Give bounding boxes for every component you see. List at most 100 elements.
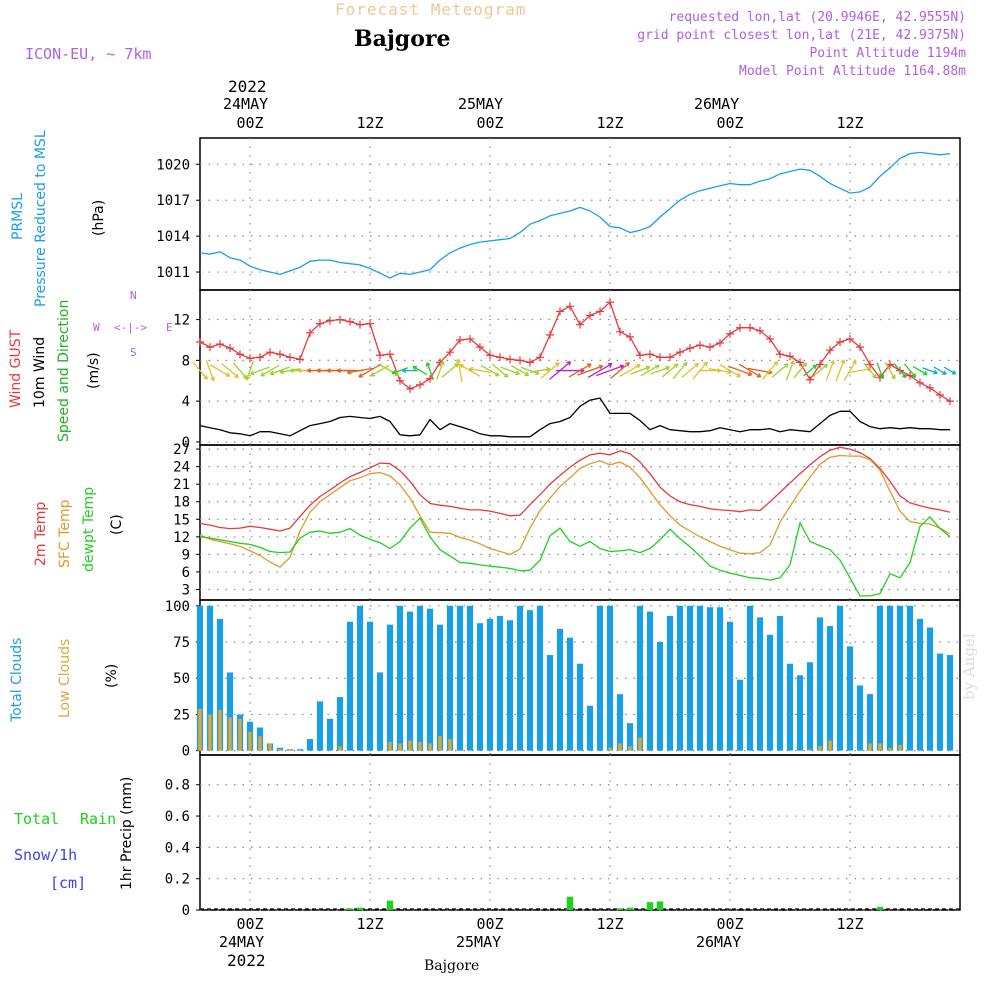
total-clouds-bar bbox=[306, 739, 314, 751]
wind-direction-arrowhead bbox=[665, 365, 671, 371]
low-clouds-bar bbox=[638, 737, 642, 751]
wind-direction-arrowhead bbox=[566, 361, 572, 366]
wind-direction-arrowhead bbox=[840, 359, 846, 364]
bottom-year-label: 2022 bbox=[227, 951, 266, 970]
low-clouds-bar bbox=[218, 710, 222, 751]
wind-direction-arrowhead bbox=[210, 376, 215, 382]
low-clouds-bar bbox=[288, 749, 292, 751]
total-clouds-bar bbox=[866, 694, 874, 751]
low-clouds-bar bbox=[898, 744, 902, 751]
wind-direction-arrowhead bbox=[911, 373, 917, 378]
bottom-time-tick-label: 12Z bbox=[836, 915, 863, 933]
low-clouds-bar bbox=[808, 749, 812, 751]
temperature-ytick-label: 6 bbox=[182, 565, 190, 581]
total-clouds-bar bbox=[916, 618, 924, 751]
gust-marker bbox=[636, 351, 644, 360]
gust-marker bbox=[696, 341, 704, 350]
wind-direction-arrow bbox=[436, 361, 444, 380]
pressure-ytick-label: 1020 bbox=[156, 157, 190, 173]
gust-marker bbox=[856, 343, 864, 352]
precip-ytick-label: 0.6 bbox=[165, 809, 190, 825]
grid-point-coordinates: grid point closest lon,lat (21E, 42.9375… bbox=[637, 28, 966, 43]
wind-direction-arrow bbox=[457, 359, 463, 382]
rain-bar bbox=[616, 908, 624, 910]
wind-direction-arrow bbox=[279, 368, 301, 373]
total-clouds-bar bbox=[856, 685, 864, 751]
total-clouds-bar bbox=[576, 663, 584, 751]
wind-direction-arrowhead bbox=[951, 370, 957, 375]
gust-marker bbox=[626, 332, 634, 341]
gust-marker bbox=[416, 380, 424, 389]
wind-direction-arrowhead bbox=[269, 370, 275, 376]
low-clouds-bar bbox=[238, 718, 242, 751]
wind-direction-arrow bbox=[849, 368, 871, 374]
total-clouds-bar bbox=[506, 620, 514, 751]
bottom-time-tick-label: 12Z bbox=[356, 915, 383, 933]
wind-direction-arrow bbox=[681, 363, 699, 379]
low-clouds-bar bbox=[878, 743, 882, 751]
wind-direction-arrow bbox=[619, 364, 641, 377]
gust-marker bbox=[236, 350, 244, 359]
gust-marker bbox=[816, 360, 824, 369]
top-date-label-1: 24MAY bbox=[223, 95, 269, 113]
total-clouds-bar bbox=[706, 607, 714, 751]
wind-direction-arrow bbox=[843, 360, 857, 381]
gust-marker bbox=[286, 353, 294, 362]
bottom-date-label-3: 26MAY bbox=[696, 933, 742, 951]
temperature-ytick-label: 15 bbox=[173, 512, 190, 528]
location-title: Bajgore bbox=[354, 26, 451, 52]
total-clouds-bar bbox=[516, 605, 524, 751]
gust-marker bbox=[536, 353, 544, 362]
total-clouds-bar bbox=[766, 634, 774, 751]
total-clouds-bar bbox=[476, 623, 484, 751]
wind-direction-arrow bbox=[835, 359, 845, 382]
clouds-ytick-label: 25 bbox=[173, 707, 190, 723]
wind-direction-arrow bbox=[270, 366, 290, 375]
low-clouds-bar bbox=[428, 743, 432, 751]
wind-direction-arrow bbox=[771, 363, 789, 378]
low-clouds-bar bbox=[828, 740, 832, 751]
wind-direction-arrow bbox=[708, 367, 732, 374]
total-clouds-bar bbox=[376, 672, 384, 751]
total-clouds-bar bbox=[406, 611, 414, 751]
wind-direction-arrow bbox=[347, 367, 373, 374]
wind-direction-arrow bbox=[863, 362, 877, 379]
total-clouds-bar bbox=[776, 615, 784, 751]
wind-direction-arrowhead bbox=[494, 371, 500, 377]
gust-marker bbox=[196, 338, 204, 347]
low-clouds-bar bbox=[268, 743, 272, 751]
wind-direction-arrowhead bbox=[636, 364, 641, 369]
compass-south-label: S bbox=[130, 346, 137, 359]
clouds-ytick-label: 100 bbox=[165, 599, 190, 615]
rain-bar bbox=[566, 896, 574, 910]
wind-direction-arrowhead bbox=[358, 373, 363, 378]
wind-direction-arrowhead bbox=[524, 371, 530, 377]
wind-direction-arrow bbox=[943, 366, 957, 375]
low-clouds-bar bbox=[608, 747, 612, 751]
total-clouds-bar bbox=[526, 610, 534, 751]
gust-marker bbox=[226, 344, 234, 353]
gust-marker bbox=[796, 358, 804, 367]
wind-direction-arrowhead bbox=[823, 363, 828, 369]
total-clouds-bar bbox=[496, 615, 504, 751]
total-clouds-bar bbox=[226, 672, 234, 751]
wind-direction-arrowhead bbox=[773, 361, 779, 366]
wind-direction-arrow bbox=[933, 366, 947, 375]
wind-direction-arrowhead bbox=[812, 364, 818, 370]
top-time-tick-label: 00Z bbox=[716, 114, 743, 132]
wind-direction-arrow bbox=[491, 363, 509, 378]
gust-marker bbox=[496, 353, 504, 362]
total-clouds-bar bbox=[686, 605, 694, 751]
top-date-label-2: 25MAY bbox=[458, 95, 504, 113]
temperature-ytick-label: 12 bbox=[173, 530, 190, 546]
gust-marker bbox=[426, 374, 434, 383]
total-clouds-bar bbox=[846, 646, 854, 751]
wind-direction-arrowhead bbox=[879, 374, 885, 380]
compass-west-label: W bbox=[93, 321, 100, 334]
wind-direction-arrowhead bbox=[347, 369, 352, 375]
wind-direction-arrowhead bbox=[370, 371, 376, 377]
wind-direction-arrow bbox=[469, 368, 491, 374]
wind-direction-arrowhead bbox=[872, 373, 877, 379]
wind-direction-arrowhead bbox=[412, 365, 418, 371]
wind-direction-arrow bbox=[250, 366, 270, 375]
